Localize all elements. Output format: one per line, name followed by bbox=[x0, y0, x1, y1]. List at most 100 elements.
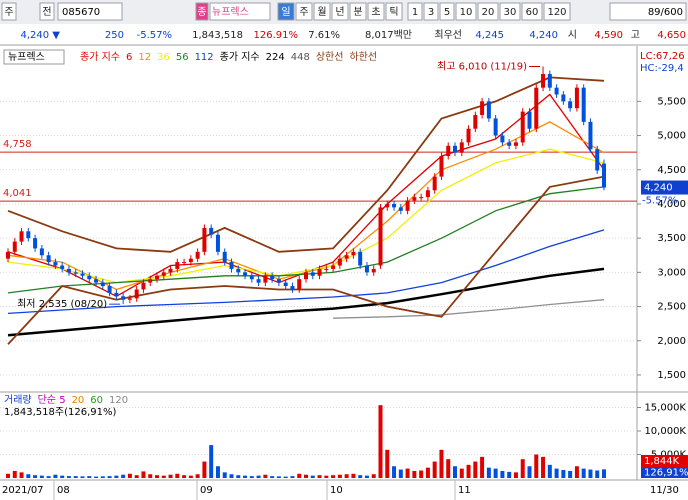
interval[interactable]: 1 bbox=[412, 7, 418, 18]
interval-button[interactable] bbox=[499, 2, 521, 21]
legend-entry: 56 bbox=[176, 52, 189, 63]
last-price-box bbox=[641, 180, 688, 195]
volume-title: 거래량 bbox=[4, 394, 32, 406]
candle-body bbox=[574, 87, 579, 109]
candle-body bbox=[155, 275, 159, 280]
interval[interactable]: 10 bbox=[460, 7, 473, 18]
candle-body bbox=[317, 268, 322, 276]
interval[interactable]: 30 bbox=[504, 7, 517, 18]
candle-body bbox=[256, 279, 261, 283]
reference-label: 4,041 bbox=[3, 188, 32, 199]
interval[interactable]: 120 bbox=[547, 7, 566, 18]
market[interactable]: 주 bbox=[4, 7, 13, 18]
period[interactable]: 년 bbox=[335, 6, 344, 18]
volume-bar bbox=[53, 474, 58, 478]
volume-bar bbox=[202, 461, 207, 478]
volume-bar bbox=[317, 475, 322, 478]
market-button[interactable] bbox=[1, 2, 17, 21]
candle-body bbox=[419, 197, 424, 199]
stock-name[interactable]: 뉴프렉스 bbox=[212, 6, 249, 18]
volume-bar bbox=[222, 472, 227, 478]
volume-bar bbox=[215, 466, 220, 478]
volume-bar bbox=[12, 470, 17, 478]
interval-button[interactable] bbox=[407, 2, 423, 21]
volume-bar bbox=[364, 475, 369, 478]
candle-body bbox=[168, 268, 173, 273]
candle-body bbox=[466, 128, 471, 143]
period[interactable]: 틱 bbox=[389, 6, 398, 18]
code-input[interactable] bbox=[57, 2, 123, 21]
volume-bar bbox=[229, 474, 234, 478]
candle-body bbox=[432, 176, 437, 191]
quote-volume: 1,843,518 bbox=[192, 30, 243, 41]
kind[interactable]: 종 bbox=[197, 6, 206, 18]
volume-bar bbox=[80, 476, 85, 478]
prev-button[interactable] bbox=[39, 2, 55, 21]
candle-body bbox=[493, 118, 498, 136]
period-button[interactable] bbox=[295, 2, 313, 21]
candle-body bbox=[337, 258, 342, 266]
interval-button[interactable] bbox=[477, 2, 499, 21]
candle-body bbox=[121, 296, 126, 300]
candle-body bbox=[500, 135, 505, 143]
volume-bar bbox=[581, 468, 586, 478]
candle-body bbox=[331, 265, 336, 269]
name-field[interactable] bbox=[209, 2, 271, 21]
candle-body bbox=[439, 156, 444, 177]
candle-body bbox=[94, 279, 99, 283]
volume-bar bbox=[547, 464, 552, 478]
volume-bar bbox=[446, 459, 451, 478]
period[interactable]: 주 bbox=[299, 7, 308, 18]
period-button[interactable] bbox=[385, 2, 403, 21]
date-label: 08 bbox=[57, 485, 70, 496]
candle-body bbox=[12, 241, 17, 252]
period-button[interactable] bbox=[313, 2, 331, 21]
period[interactable]: 월 bbox=[317, 6, 326, 18]
volume-bar bbox=[392, 466, 397, 478]
candle-body bbox=[412, 197, 417, 201]
candle-body bbox=[87, 275, 92, 280]
period-button[interactable] bbox=[349, 2, 367, 21]
volume-bar bbox=[114, 475, 119, 478]
interval[interactable]: 20 bbox=[482, 7, 495, 18]
period[interactable]: 초 bbox=[371, 6, 380, 18]
volume-bar bbox=[134, 475, 139, 478]
date-label: 11/30 bbox=[650, 485, 679, 496]
period[interactable]: 분 bbox=[353, 6, 362, 18]
volume-bar bbox=[405, 468, 410, 478]
volume-last-box bbox=[641, 455, 688, 467]
candle-body bbox=[446, 145, 451, 157]
volume-bar bbox=[87, 476, 92, 478]
interval-button[interactable] bbox=[423, 2, 439, 21]
interval-button[interactable] bbox=[455, 2, 477, 21]
volume-bar bbox=[534, 454, 539, 478]
volume-ma: 단순 5 bbox=[38, 394, 66, 406]
interval-button[interactable] bbox=[439, 2, 455, 21]
interval-button[interactable] bbox=[521, 2, 543, 21]
legend-box bbox=[3, 49, 65, 65]
volume-bar bbox=[554, 468, 559, 478]
date-label: 10 bbox=[330, 485, 343, 496]
interval[interactable]: 3 bbox=[428, 7, 434, 18]
candle-body bbox=[561, 94, 566, 102]
period-button[interactable] bbox=[331, 2, 349, 21]
kind-button[interactable] bbox=[195, 2, 209, 21]
volume-bar bbox=[432, 461, 437, 478]
interval[interactable]: 60 bbox=[526, 7, 539, 18]
volume-bar bbox=[46, 476, 51, 478]
stock-code[interactable]: 085670 bbox=[62, 7, 100, 18]
volume-bar bbox=[459, 468, 464, 478]
volume-bar bbox=[148, 474, 153, 478]
quote-high-label: 고 bbox=[631, 30, 640, 41]
prev[interactable]: 전 bbox=[42, 6, 51, 18]
candle-body bbox=[202, 227, 207, 252]
volume-bar bbox=[100, 476, 105, 478]
period[interactable]: 일 bbox=[281, 6, 290, 18]
candle-body bbox=[53, 262, 58, 266]
interval[interactable]: 5 bbox=[444, 7, 450, 18]
volume-bar bbox=[263, 474, 268, 478]
interval-button[interactable] bbox=[543, 2, 571, 21]
volume-bar bbox=[127, 473, 132, 478]
period-button[interactable] bbox=[277, 2, 295, 21]
period-button[interactable] bbox=[367, 2, 385, 21]
